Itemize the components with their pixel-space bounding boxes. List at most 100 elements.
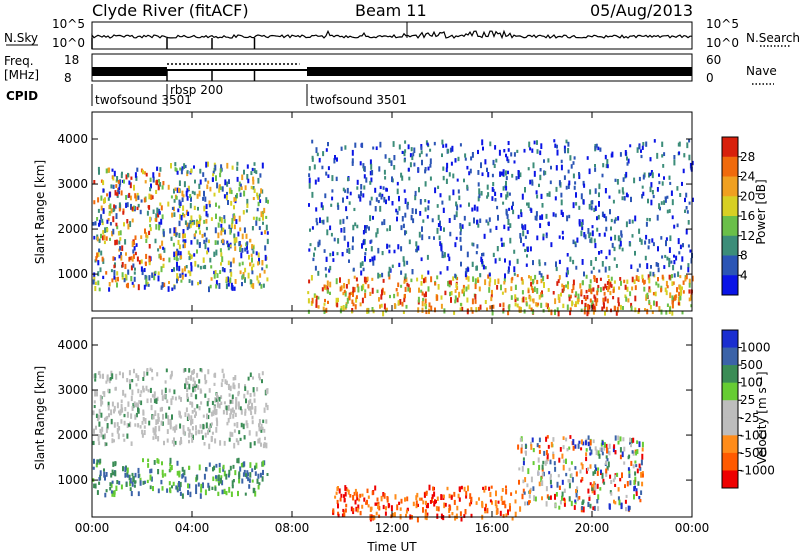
x-tick-label: 12:00	[375, 521, 410, 535]
data-cell	[647, 274, 650, 280]
data-cell	[257, 195, 260, 200]
data-cell	[204, 264, 207, 270]
data-cell	[547, 221, 550, 227]
data-cell	[202, 257, 205, 263]
data-cell	[591, 225, 594, 229]
data-cell	[548, 191, 551, 197]
data-cell	[228, 469, 231, 476]
data-cell	[314, 265, 317, 271]
data-cell	[592, 484, 595, 490]
data-cell	[148, 275, 151, 281]
data-cell	[561, 491, 564, 497]
data-cell	[329, 281, 332, 288]
data-cell	[239, 270, 242, 275]
data-cell	[204, 380, 207, 385]
data-cell	[621, 472, 623, 479]
data-cell	[308, 279, 311, 284]
data-cell	[660, 309, 663, 315]
data-cell	[587, 228, 590, 234]
data-cell	[181, 274, 184, 280]
data-cell	[101, 256, 104, 262]
data-cell	[510, 492, 513, 496]
data-cell	[583, 271, 585, 277]
data-cell	[481, 500, 484, 507]
data-cell	[666, 285, 669, 289]
data-cell	[258, 482, 261, 486]
data-cell	[514, 297, 517, 303]
data-cell	[244, 247, 247, 252]
data-cell	[568, 467, 571, 472]
data-cell	[608, 195, 611, 199]
data-cell	[357, 286, 360, 293]
data-cell	[661, 154, 664, 158]
data-cell	[582, 441, 585, 446]
data-cell	[383, 493, 386, 499]
data-cell	[637, 481, 640, 486]
data-cell	[210, 411, 213, 417]
data-cell	[359, 161, 362, 166]
data-cell	[196, 221, 199, 227]
data-cell	[231, 222, 234, 229]
data-cell	[665, 310, 668, 315]
data-cell	[175, 251, 178, 257]
data-cell	[237, 390, 240, 395]
data-cell	[378, 506, 381, 511]
data-cell	[650, 199, 653, 206]
data-cell	[215, 202, 217, 207]
data-cell	[416, 492, 419, 498]
data-cell	[160, 266, 163, 273]
data-cell	[668, 274, 671, 280]
data-cell	[591, 487, 594, 491]
data-cell	[129, 182, 132, 189]
data-cell	[603, 232, 606, 237]
data-cell	[366, 499, 368, 505]
data-cell	[490, 296, 493, 302]
data-cell	[403, 189, 406, 193]
data-cell	[252, 376, 254, 380]
data-cell	[685, 228, 688, 235]
data-cell	[183, 469, 186, 476]
data-cell	[345, 487, 348, 492]
data-cell	[229, 385, 232, 392]
data-cell	[598, 183, 601, 190]
data-cell	[477, 182, 480, 187]
data-cell	[123, 179, 125, 184]
data-cell	[210, 436, 213, 443]
data-cell	[261, 267, 264, 271]
data-cell	[687, 267, 690, 273]
data-cell	[665, 280, 668, 287]
data-cell	[93, 483, 96, 489]
data-cell	[128, 370, 131, 376]
data-cell	[130, 276, 133, 282]
data-cell	[108, 191, 111, 198]
data-cell	[565, 185, 568, 190]
data-cell	[617, 216, 620, 221]
data-cell	[93, 180, 96, 184]
data-cell	[133, 401, 136, 406]
x-tick-label: 08:00	[275, 521, 310, 535]
data-cell	[540, 193, 543, 200]
data-cell	[320, 202, 323, 208]
data-cell	[159, 167, 162, 172]
data-cell	[129, 221, 132, 228]
data-cell	[316, 221, 319, 226]
data-cell	[552, 437, 555, 442]
data-cell	[134, 480, 136, 484]
data-cell	[108, 167, 111, 172]
data-cell	[156, 458, 159, 464]
data-cell	[129, 195, 132, 201]
data-cell	[102, 208, 105, 214]
data-cell	[461, 306, 464, 312]
data-cell	[573, 185, 576, 190]
data-cell	[204, 432, 207, 438]
data-cell	[555, 261, 557, 267]
data-cell	[539, 174, 542, 181]
data-cell	[106, 423, 109, 429]
data-cell	[344, 291, 347, 297]
data-cell	[212, 476, 215, 482]
data-cell	[508, 503, 511, 507]
data-cell	[576, 237, 579, 243]
data-cell	[508, 305, 511, 311]
data-cell	[385, 506, 387, 511]
